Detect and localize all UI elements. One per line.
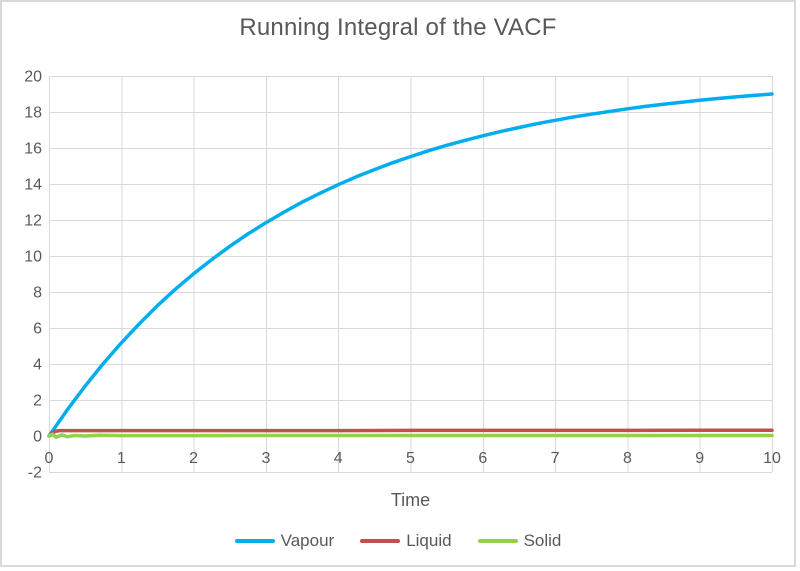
solid-line-swatch-icon xyxy=(477,539,518,543)
x-tick-label: 5 xyxy=(406,450,415,467)
x-tick-label: 6 xyxy=(478,450,487,467)
series-line-vapour[interactable] xyxy=(47,92,774,438)
y-tick-label: 10 xyxy=(24,249,42,266)
x-tick-label: 7 xyxy=(551,450,560,467)
legend-item-solid[interactable]: Solid xyxy=(477,531,562,551)
y-tick-label: 18 xyxy=(24,105,42,122)
liquid-line-swatch-icon xyxy=(360,539,401,543)
series-line-liquid[interactable] xyxy=(47,428,774,438)
legend-label-solid: Solid xyxy=(523,531,562,550)
x-tick-label: 3 xyxy=(261,450,270,467)
y-tick-label: 20 xyxy=(24,69,42,86)
y-tick-label: 16 xyxy=(24,141,42,158)
y-tick-label: 12 xyxy=(24,213,42,230)
x-tick-label: 9 xyxy=(695,450,704,467)
x-tick-label: 10 xyxy=(763,450,781,467)
vapour-line-swatch-icon xyxy=(234,539,275,543)
legend-item-liquid[interactable]: Liquid xyxy=(360,531,452,551)
y-tick-label: 0 xyxy=(33,429,42,446)
series-line-solid[interactable] xyxy=(47,432,774,440)
x-tick-label: 4 xyxy=(334,450,343,467)
legend-item-vapour[interactable]: Vapour xyxy=(234,531,335,551)
y-tick-label: 14 xyxy=(24,177,42,194)
y-tick-label: 4 xyxy=(33,357,42,374)
y-tick-label: -2 xyxy=(28,465,42,482)
y-tick-label: 8 xyxy=(33,285,42,302)
legend: Vapour Liquid Solid xyxy=(2,531,794,551)
x-tick-label: 8 xyxy=(623,450,632,467)
legend-label-liquid: Liquid xyxy=(406,531,452,550)
y-tick-label: 6 xyxy=(33,321,42,338)
x-tick-label: 2 xyxy=(189,450,198,467)
x-axis-title: Time xyxy=(390,490,431,510)
x-tick-label: 1 xyxy=(117,450,126,467)
x-tick-label: 0 xyxy=(45,450,54,467)
chart-title: Running Integral of the VACF xyxy=(239,14,557,41)
legend-label-vapour: Vapour xyxy=(280,531,335,550)
y-tick-label: 2 xyxy=(33,393,42,410)
